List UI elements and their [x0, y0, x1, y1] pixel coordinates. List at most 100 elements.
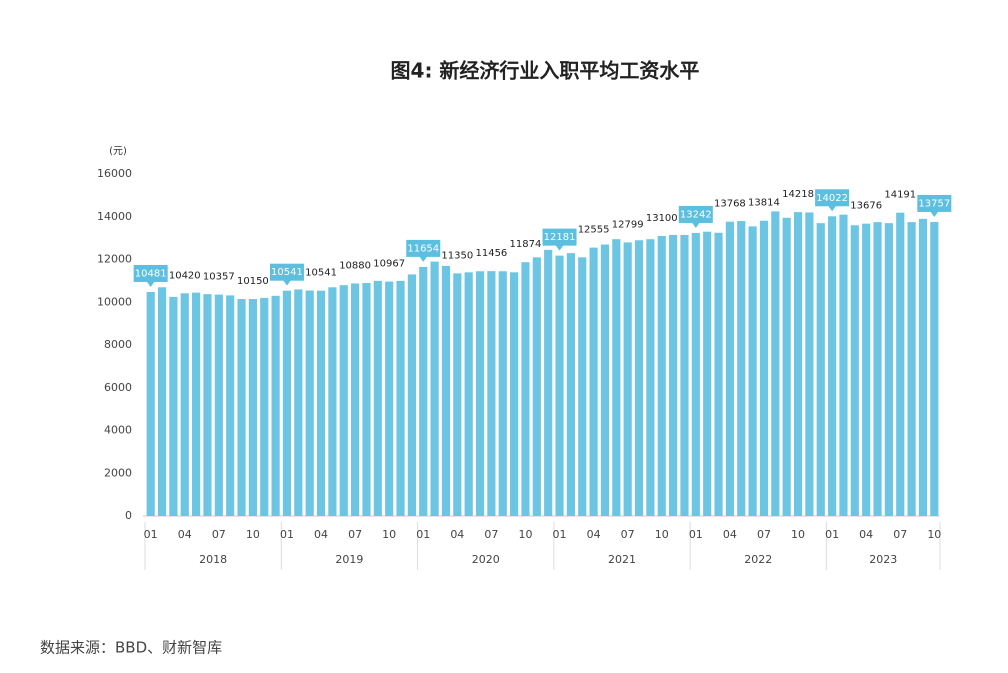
bar: [566, 253, 575, 516]
x-tick-label: 10: [246, 528, 260, 541]
callout-box: [542, 228, 577, 246]
y-tick-label: 10000: [97, 295, 132, 308]
x-tick-label: 07: [212, 528, 226, 541]
x-tick-label: 01: [144, 528, 158, 541]
bar: [907, 222, 916, 516]
bar: [680, 234, 689, 516]
bar: [896, 212, 905, 517]
bar: [498, 271, 507, 516]
bar: [748, 226, 757, 516]
x-tick-label: 01: [553, 528, 567, 541]
callout-box: [678, 205, 713, 223]
y-tick-label: 14000: [97, 210, 132, 223]
value-label: 10880: [339, 260, 371, 271]
value-label: 12555: [578, 225, 610, 236]
value-label: 10420: [169, 270, 201, 281]
value-label: 10357: [203, 272, 235, 283]
bar: [930, 221, 939, 516]
bar: [475, 271, 485, 516]
bar: [237, 299, 246, 516]
bar: [669, 234, 678, 516]
bar: [441, 265, 451, 516]
x-tick-label: 04: [178, 528, 192, 541]
year-label: 2021: [608, 553, 636, 566]
year-label: 2023: [869, 553, 897, 566]
value-label: 11456: [475, 248, 507, 259]
value-label: 10541: [271, 267, 303, 278]
bar: [612, 239, 621, 516]
bar: [169, 296, 178, 516]
y-tick-label: 8000: [104, 338, 132, 351]
x-tick-label: 10: [518, 528, 532, 541]
bar: [260, 297, 269, 516]
callout-pointer: [419, 256, 428, 262]
bar: [328, 287, 337, 516]
x-tick-label: 04: [587, 528, 601, 541]
bar: [282, 290, 292, 516]
y-unit: (元): [109, 146, 127, 157]
bar: [839, 214, 848, 517]
year-label: 2018: [199, 553, 227, 566]
value-label: 14218: [782, 189, 814, 200]
value-label: 13676: [850, 201, 882, 212]
callout-pointer: [555, 245, 564, 251]
value-label: 13100: [646, 213, 678, 224]
bar: [271, 295, 280, 516]
x-tick-label: 07: [348, 528, 362, 541]
bar: [305, 290, 314, 516]
bar: [816, 223, 825, 516]
bar: [646, 239, 655, 516]
bar: [634, 240, 644, 516]
y-tick-label: 12000: [97, 253, 132, 266]
bar: [453, 273, 462, 516]
bar: [192, 292, 201, 516]
bar: [589, 247, 598, 516]
bar: [316, 290, 326, 516]
bar: [828, 216, 837, 516]
x-tick-label: 10: [655, 528, 669, 541]
bar: [373, 280, 382, 516]
x-tick-label: 10: [791, 528, 805, 541]
bar: [214, 294, 223, 516]
bar: [805, 212, 814, 516]
bar: [362, 283, 371, 516]
x-tick-label: 04: [450, 528, 464, 541]
value-label: 10967: [373, 259, 405, 270]
bar: [793, 212, 803, 516]
value-label: 12799: [612, 219, 644, 230]
callout-pointer: [828, 205, 837, 212]
bar: [146, 291, 155, 516]
x-tick-label: 07: [621, 528, 635, 541]
value-label: 13768: [714, 199, 746, 210]
bar: [862, 223, 871, 516]
bar: [180, 293, 189, 516]
value-label: 11654: [407, 243, 439, 254]
callout-pointer: [282, 280, 291, 286]
bar: [555, 255, 564, 517]
callout-box: [269, 263, 304, 281]
x-tick-label: 10: [382, 528, 396, 541]
x-tick-label: 04: [723, 528, 737, 541]
x-tick-label: 07: [893, 528, 907, 541]
x-tick-label: 10: [927, 528, 941, 541]
bar: [487, 271, 496, 516]
bar: [737, 221, 746, 516]
bar: [203, 294, 212, 516]
value-label: 10150: [237, 276, 269, 287]
bar: [759, 220, 769, 516]
bar: [157, 287, 167, 516]
value-label: 13757: [918, 198, 950, 209]
callout-pointer: [930, 211, 939, 217]
bar: [248, 299, 257, 516]
callout-box: [917, 194, 952, 212]
bar: [850, 225, 859, 517]
y-tick-label: 2000: [104, 466, 132, 479]
value-label: 13242: [680, 209, 712, 220]
bar: [521, 262, 530, 516]
value-label: 10541: [305, 268, 337, 279]
bar: [407, 274, 416, 516]
bar: [396, 280, 405, 516]
x-tick-label: 04: [314, 528, 328, 541]
bar: [703, 231, 712, 516]
